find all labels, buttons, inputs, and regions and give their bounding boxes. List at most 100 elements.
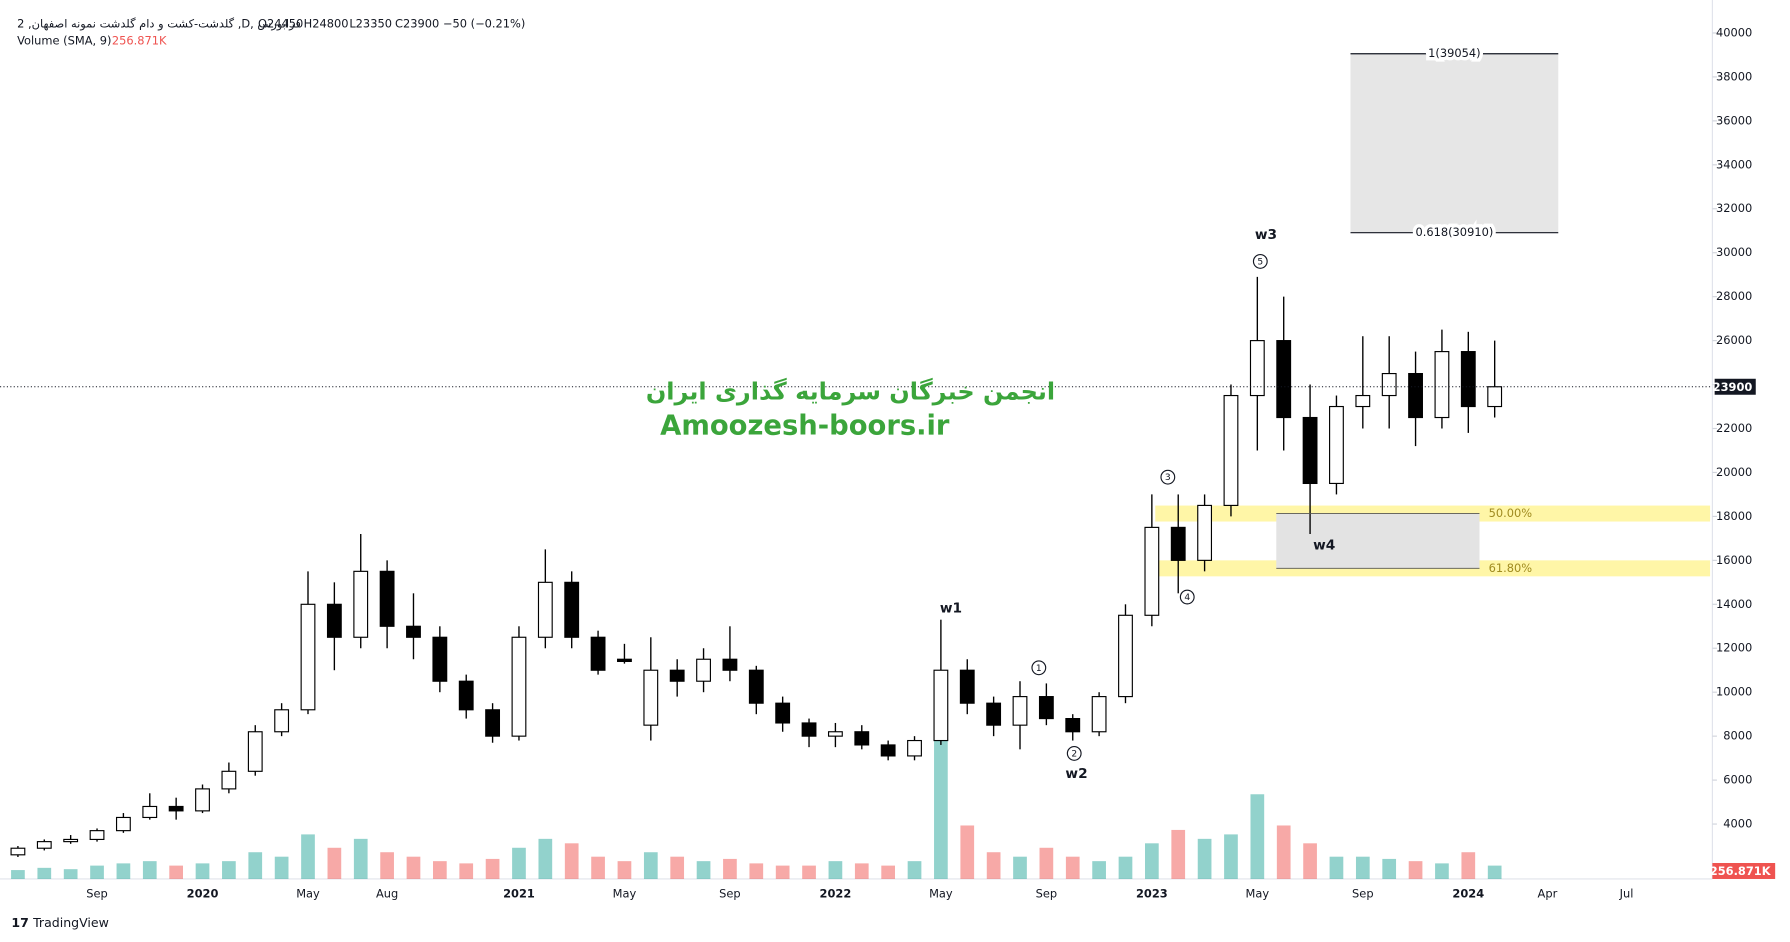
candle-body: [1460, 351, 1476, 408]
candle-body: [748, 669, 764, 704]
retracement-label: 50.00%: [1489, 506, 1533, 520]
candle-body: [933, 669, 949, 742]
volume-bar: [90, 865, 104, 879]
candle-body: [643, 669, 659, 726]
candle-body: [827, 731, 843, 737]
volume-bar: [274, 856, 289, 879]
wave-count-5: 5: [1252, 253, 1268, 269]
volume-bar: [1382, 858, 1397, 879]
volume-bar: [1329, 856, 1344, 879]
volume-bar: [195, 863, 210, 879]
retracement-zone: [1276, 513, 1480, 569]
volume-bar: [485, 858, 500, 879]
wave-count: 2: [1071, 749, 1077, 759]
volume-bar: [1145, 843, 1159, 879]
volume-bar: [1171, 829, 1186, 879]
candle-body: [1118, 614, 1133, 698]
candle-body: [564, 581, 580, 638]
volume-bar: [1487, 865, 1502, 879]
volume-bar: [1355, 856, 1370, 879]
wave-label: w4: [1313, 538, 1335, 554]
y-tick-label: 8000: [1723, 729, 1752, 743]
branding: 17 TradingView: [11, 915, 109, 930]
ohlc-high: H24800: [304, 16, 349, 30]
candle-body: [1302, 416, 1318, 485]
wave-count-4: 4: [1179, 589, 1195, 605]
y-tick-label: 4000: [1723, 817, 1752, 831]
x-tick-label: Sep: [719, 886, 741, 900]
fib-zone: [1350, 53, 1559, 233]
candle-body: [1381, 372, 1397, 397]
wave-count: 1: [1036, 664, 1042, 674]
volume-bar: [512, 847, 526, 879]
volume-axis-label: 256.871K: [1710, 864, 1772, 878]
candle-body: [168, 805, 184, 812]
volume-bar: [1276, 825, 1291, 879]
volume-bar: [1039, 847, 1054, 879]
volume-bar: [854, 863, 869, 879]
watermark-title: انجمن خبرگان سرمایه گذاری ایران: [646, 378, 1055, 406]
volume-bar: [169, 865, 183, 879]
y-tick-label: 12000: [1716, 641, 1752, 655]
candle-body: [1223, 394, 1239, 506]
candle-body: [1091, 696, 1107, 733]
candle-body: [274, 709, 290, 733]
volume-bar: [802, 865, 816, 879]
volume-badge: [1712, 863, 1776, 879]
volume-bar: [749, 863, 764, 879]
candle-body: [537, 581, 553, 638]
zones: [1155, 53, 1711, 577]
candle-body: [986, 702, 1002, 726]
y-tick-label: 10000: [1716, 685, 1752, 699]
candle-body: [907, 739, 922, 757]
x-tick-label: Apr: [1538, 886, 1558, 900]
ohlc-open: O24450: [258, 16, 303, 30]
x-tick-label: Jul: [1619, 886, 1634, 900]
candle-body: [458, 680, 474, 711]
candle-body: [854, 731, 870, 746]
x-tick-label: 2022: [820, 886, 852, 900]
x-tick-label: May: [613, 886, 637, 900]
volume-bar: [960, 825, 975, 879]
volume-bar: [775, 865, 790, 879]
wave-count: 4: [1184, 593, 1190, 603]
volume-bar: [142, 861, 157, 879]
wave-count-circle: [1031, 660, 1047, 676]
wave-count-2: 2: [1066, 745, 1082, 761]
volume-bar: [670, 856, 685, 879]
y-tick-label: 22000: [1716, 421, 1752, 435]
volume-bar: [222, 861, 236, 879]
y-tick-label: 28000: [1716, 289, 1752, 303]
fib-label: 1(39054): [1428, 46, 1480, 60]
candle-body: [36, 841, 52, 849]
candle-body: [115, 816, 131, 832]
x-tick-label: 2021: [503, 886, 535, 900]
y-tick-label: 34000: [1716, 157, 1752, 171]
volume-bar: [1224, 834, 1238, 879]
candle-body: [406, 625, 421, 638]
candle-body: [485, 709, 501, 737]
volume-bar: [433, 861, 447, 879]
axes: Sep 2020 May Aug 2021 May Sep 2022 May Sep 2023 May…: [86, 25, 1776, 900]
candle-body: [379, 570, 395, 627]
overlay: 1(39054) 0.618(30910) 50.00% 61.80%: [0, 43, 1713, 575]
retracement-label: 61.80%: [1489, 561, 1533, 575]
candle-body: [1170, 526, 1186, 561]
volume-bar: [723, 858, 737, 879]
volume-bar: [1013, 856, 1027, 879]
candle-body: [511, 636, 527, 737]
volume-bar: [538, 838, 553, 879]
candle-body: [1197, 504, 1213, 561]
candle-body: [959, 669, 975, 704]
candle-body: [880, 744, 896, 757]
wave-count-circle: [1252, 253, 1268, 269]
candle-body: [1329, 405, 1344, 485]
candles: [10, 276, 1503, 858]
candle-body: [590, 636, 606, 671]
y-tick-label: 18000: [1716, 509, 1752, 523]
candle-body: [142, 805, 158, 819]
volume-bar: [1065, 856, 1080, 879]
candle-body: [1355, 394, 1371, 408]
volume-legend: Volume (SMA, 9): [17, 34, 111, 48]
